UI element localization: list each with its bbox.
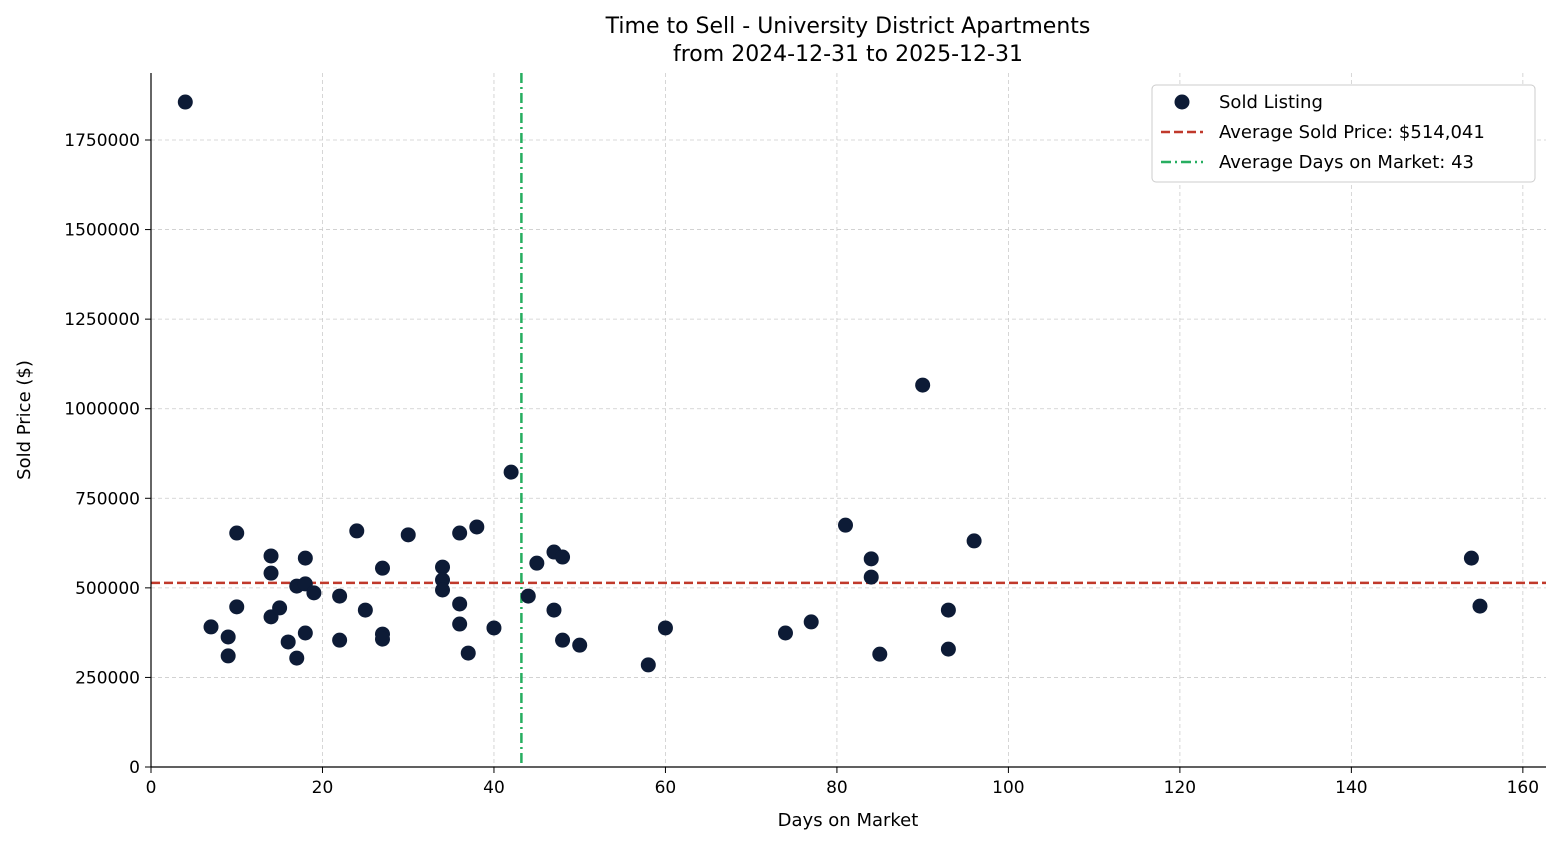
x-tick-label: 60 [655, 778, 677, 798]
ticks: 0 20 40 60 80 100 120 140 160 0 250000 500000 750000… [64, 131, 1539, 798]
data-point [452, 616, 468, 632]
data-point [546, 602, 562, 618]
data-point [400, 527, 416, 543]
legend: Sold Listing Average Sold Price: $514,04… [1151, 84, 1536, 183]
data-point [374, 631, 390, 647]
x-axis-label: Days on Market [778, 810, 919, 831]
reference-lines [151, 73, 1546, 767]
data-point [435, 582, 451, 598]
x-tick-label: 40 [483, 778, 505, 798]
x-tick-label: 120 [1164, 778, 1196, 798]
data-point [486, 620, 502, 636]
data-point [220, 648, 236, 664]
data-point [263, 565, 279, 581]
data-point [349, 523, 365, 539]
data-point [280, 634, 296, 650]
data-point [503, 464, 519, 480]
data-point [863, 551, 879, 567]
legend-marker-points [1174, 94, 1190, 110]
data-point [332, 588, 348, 604]
x-tick-label: 100 [992, 778, 1024, 798]
axes [150, 73, 1546, 768]
data-point [177, 94, 193, 110]
data-point [297, 550, 313, 566]
legend-item: Average Days on Market: 43 [1219, 152, 1474, 173]
data-point [263, 548, 279, 564]
data-point [203, 619, 219, 635]
y-tick-label: 750000 [75, 489, 140, 509]
data-point [657, 620, 673, 636]
chart-subtitle: from 2024-12-31 to 2025-12-31 [673, 42, 1023, 67]
data-point [940, 641, 956, 657]
data-point [915, 377, 931, 393]
y-tick-label: 500000 [75, 579, 140, 599]
data-point [469, 519, 485, 535]
y-tick-label: 1750000 [64, 131, 140, 151]
data-point [966, 533, 982, 549]
data-point [863, 569, 879, 585]
data-point [1463, 550, 1479, 566]
data-point [452, 596, 468, 612]
data-point [229, 599, 245, 615]
y-tick-label: 1000000 [64, 400, 140, 420]
data-point [332, 632, 348, 648]
data-point [435, 559, 451, 575]
legend-item: Average Sold Price: $514,041 [1219, 122, 1485, 143]
data-point [229, 525, 245, 541]
chart-title: Time to Sell - University District Apart… [605, 14, 1091, 39]
data-point [297, 625, 313, 641]
y-axis-label: Sold Price ($) [14, 360, 35, 480]
x-tick-label: 0 [146, 778, 157, 798]
data-point [640, 657, 656, 673]
data-point [520, 588, 536, 604]
data-point [452, 525, 468, 541]
data-point [460, 645, 476, 661]
data-point [272, 600, 288, 616]
data-point [220, 629, 236, 645]
x-tick-label: 80 [826, 778, 848, 798]
data-point [529, 555, 545, 571]
data-point [837, 517, 853, 533]
data-point [374, 560, 390, 576]
y-tick-label: 1500000 [64, 221, 140, 241]
data-point [572, 637, 588, 653]
x-tick-label: 160 [1507, 778, 1539, 798]
data-point [289, 650, 305, 666]
data-point [777, 625, 793, 641]
y-tick-label: 0 [129, 758, 140, 778]
data-point [555, 632, 571, 648]
y-tick-label: 1250000 [64, 310, 140, 330]
data-point [555, 549, 571, 565]
data-point [940, 602, 956, 618]
data-point [306, 585, 322, 601]
x-tick-label: 140 [1335, 778, 1367, 798]
data-point [872, 646, 888, 662]
y-tick-label: 250000 [75, 668, 140, 688]
data-point [803, 614, 819, 630]
points [177, 94, 1488, 673]
x-tick-label: 20 [312, 778, 334, 798]
data-point [357, 602, 373, 618]
data-point [1472, 598, 1488, 614]
legend-item: Sold Listing [1219, 92, 1323, 113]
